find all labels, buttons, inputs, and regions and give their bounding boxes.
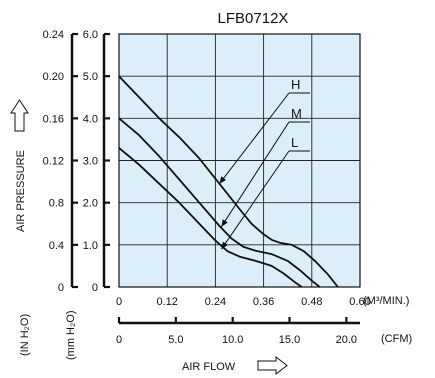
x-axis-unit-m3: (M³/MIN.)	[363, 295, 409, 307]
x-axis-m3: 0 0.12 0.24 0.36 0.48 0.60	[116, 296, 371, 308]
x-tick-label-cfm: 5.0	[168, 334, 183, 346]
callout-leader	[219, 92, 290, 184]
y-axis-inch: 0 0.4 0.8 0.12 0.16 0.20 0.24	[43, 29, 78, 294]
x-tick-label-m3: 0.48	[301, 296, 322, 308]
x-tick-label-m3: 0.12	[156, 296, 177, 308]
y-tick-label-inch: 0	[58, 282, 64, 294]
curve-h	[118, 75, 339, 288]
y-tick-label-mm: 5.0	[83, 71, 98, 83]
y-tick-label-mm: 1.0	[83, 240, 98, 252]
callout-arrowhead	[221, 241, 228, 250]
y-tick-label-mm: 4.0	[83, 113, 98, 125]
plot-frame	[118, 33, 361, 288]
x-tick-label-m3: 0.60	[349, 296, 370, 308]
x-tick-label-m3: 0.24	[205, 296, 226, 308]
y-tick-label-inch: 0.16	[43, 113, 64, 125]
curve-l	[118, 147, 303, 288]
y-tick-label-mm: 0	[92, 282, 98, 294]
y-axis-title: AIR PRESSURE	[15, 150, 27, 232]
y-tick-label-mm: 6.0	[83, 29, 98, 41]
chart-title: LFB0712X	[218, 10, 289, 27]
x-tick-label-cfm: 15.0	[279, 334, 300, 346]
y-tick-label-inch: 0.24	[43, 29, 64, 41]
y-tick-label-inch: 0.12	[43, 156, 64, 168]
x-tick-label-cfm: 10.0	[222, 334, 243, 346]
curves	[118, 75, 339, 288]
curve-callouts: HML	[219, 77, 310, 250]
y-axis-unit-mm: (mm H₂O)	[65, 311, 77, 360]
x-axis-unit-cfm: (CFM)	[381, 333, 412, 345]
callout-arrowhead	[221, 219, 228, 227]
x-axis-title: AIR FLOW	[182, 361, 236, 373]
right-arrow-icon	[257, 355, 288, 376]
callout-arrowhead	[219, 176, 227, 184]
y-tick-label-inch: 0.20	[43, 71, 64, 83]
x-tick-label-m3: 0.36	[253, 296, 274, 308]
x-tick-label-m3: 0	[116, 296, 122, 308]
x-axis-cfm: 0 5.0 10.0 15.0 20.0	[116, 317, 360, 346]
y-axis-mm: 0 1.0 2.0 3.0 4.0 5.0 6.0	[83, 29, 110, 294]
y-axis-unit-inch: (IN H₂O)	[19, 314, 31, 356]
x-tick-label-cfm: 0	[116, 334, 122, 346]
callout-leader	[221, 121, 290, 227]
y-tick-label-inch: 0.8	[49, 198, 64, 210]
y-tick-label-mm: 3.0	[83, 156, 98, 168]
curve-label-m: M	[291, 106, 302, 121]
curve-m	[118, 117, 321, 288]
curve-label-h: H	[291, 77, 300, 92]
callout-leader	[221, 150, 290, 250]
y-tick-label-mm: 2.0	[83, 198, 98, 210]
y-tick-label-inch: 0.4	[49, 240, 64, 252]
up-arrow-icon	[10, 99, 29, 132]
x-tick-label-cfm: 20.0	[336, 334, 357, 346]
curve-label-l: L	[291, 135, 298, 150]
